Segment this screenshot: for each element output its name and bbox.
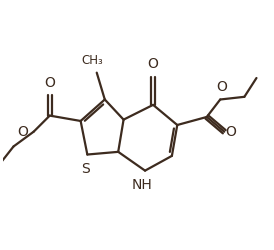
Text: CH₃: CH₃: [82, 54, 104, 67]
Text: O: O: [226, 125, 236, 139]
Text: NH: NH: [132, 178, 153, 192]
Text: O: O: [148, 57, 159, 71]
Text: O: O: [17, 125, 28, 139]
Text: O: O: [44, 76, 55, 90]
Text: S: S: [82, 162, 90, 176]
Text: O: O: [216, 80, 227, 94]
